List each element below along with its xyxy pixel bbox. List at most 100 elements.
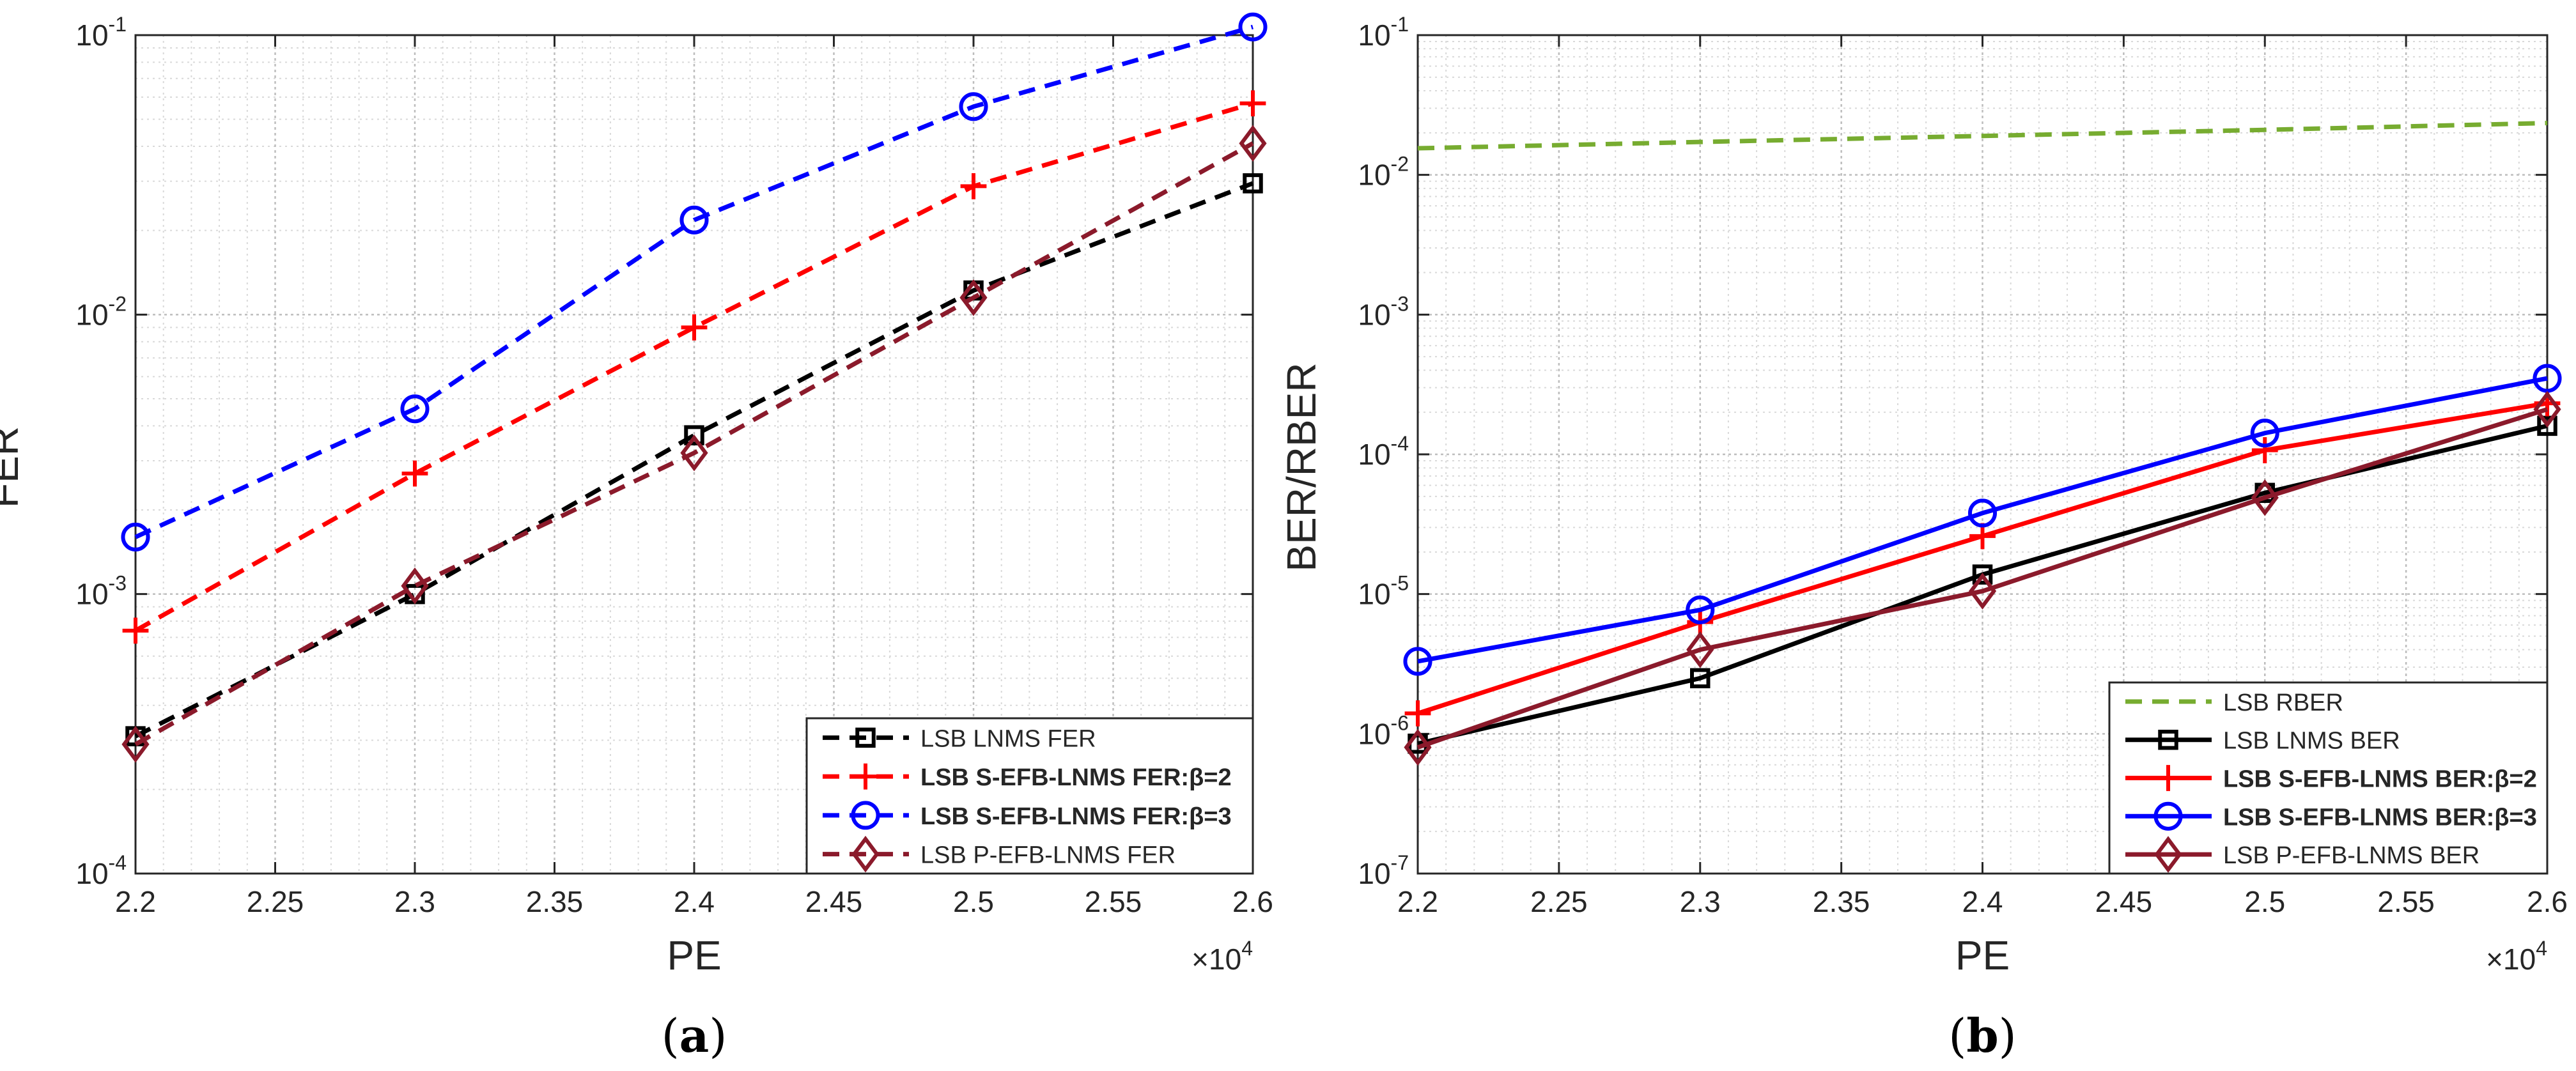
y-axis-label: BER/RBER <box>1278 362 1324 571</box>
y-tick-label: 10-2 <box>75 292 127 331</box>
data-point <box>401 567 429 605</box>
data-point <box>2250 419 2279 448</box>
data-point <box>1404 700 1431 727</box>
data-point <box>684 425 704 445</box>
x-axis-multiplier: ×104 <box>2486 937 2547 976</box>
x-tick-label: 2.6 <box>2527 885 2568 918</box>
y-tick-label: 10-3 <box>1358 292 1409 331</box>
legend-label: LSB S-EFB-LNMS BER:β=3 <box>2223 804 2537 831</box>
x-tick-label: 2.3 <box>1680 885 1721 918</box>
legend-label: LSB S-EFB-LNMS BER:β=2 <box>2223 766 2537 793</box>
series-line <box>134 141 1254 746</box>
series-line <box>1417 121 2548 151</box>
legend-marker <box>2153 801 2183 831</box>
x-tick-label: 2.45 <box>805 885 863 918</box>
legend-label: LSB S-EFB-LNMS FER:β=2 <box>920 764 1232 791</box>
y-tick-label: 10-4 <box>75 851 127 890</box>
series-0 <box>1417 121 2548 151</box>
x-tick-label: 2.45 <box>2095 885 2153 918</box>
x-tick-label: 2.35 <box>526 885 584 918</box>
legend-marker <box>2158 729 2178 750</box>
y-tick-label: 10-1 <box>75 13 127 52</box>
y-tick-label: 10-5 <box>1358 572 1409 611</box>
data-point <box>2533 364 2562 393</box>
x-axis-label: PE <box>667 932 721 978</box>
y-tick-label: 10-4 <box>1358 432 1409 471</box>
legend-label: LSB P-EFB-LNMS FER <box>920 842 1175 869</box>
x-tick-label: 2.2 <box>115 885 156 918</box>
chart-panel-b: 2.2 2.25 2.3 2.35 2.4 2.45 2.5 2.55 2.6 10-7 10-6 1… <box>1278 13 2568 1063</box>
legend-marker <box>851 835 880 873</box>
x-tick-label: 2.4 <box>674 885 715 918</box>
data-point <box>400 394 430 424</box>
data-point <box>1690 668 1711 689</box>
x-axis-label: PE <box>1955 932 2010 978</box>
data-point <box>121 522 150 551</box>
data-point <box>121 725 150 763</box>
legend-marker <box>2154 836 2182 873</box>
legend-label: LSB RBER <box>2223 690 2343 716</box>
legend-marker <box>851 801 880 830</box>
data-point <box>1239 125 1267 162</box>
data-point <box>1686 595 1715 625</box>
legend-label: LSB LNMS FER <box>920 725 1096 752</box>
data-point <box>959 279 988 316</box>
y-tick-label: 10-7 <box>1358 851 1409 890</box>
x-axis-multiplier: ×104 <box>1191 937 1253 976</box>
series-line <box>1416 407 2549 750</box>
x-tick-label: 2.5 <box>953 885 994 918</box>
series-4 <box>1404 390 2561 766</box>
x-tick-label: 2.35 <box>1813 885 1870 918</box>
x-tick-label: 2.6 <box>1232 885 1273 918</box>
data-point <box>2533 390 2561 428</box>
data-point <box>1243 173 1263 194</box>
data-point <box>2537 415 2557 436</box>
data-point <box>960 173 987 199</box>
x-tick-label: 2.25 <box>1530 885 1588 918</box>
legend-box <box>805 717 1254 875</box>
series-3 <box>1403 364 2562 676</box>
x-tick-label: 2.5 <box>2244 885 2285 918</box>
x-tick-label: 2.2 <box>1397 885 1438 918</box>
series-line <box>134 181 1254 739</box>
y-tick-label: 10-2 <box>1358 153 1409 192</box>
y-axis-label: FER <box>0 426 27 508</box>
data-point <box>1972 564 1993 585</box>
panel-caption: (a) <box>662 1008 727 1063</box>
series-2 <box>121 12 1268 551</box>
chart-panel-a: 2.2 2.25 2.3 2.35 2.4 2.45 2.5 2.55 2.6 10-4 10-3 1… <box>0 12 1273 1063</box>
data-point <box>679 205 709 235</box>
x-tick-label: 2.55 <box>2377 885 2435 918</box>
series-3 <box>121 125 1267 763</box>
y-tick-label: 10-3 <box>75 572 127 611</box>
legend-marker <box>2155 765 2182 791</box>
data-point <box>959 92 988 121</box>
series-line <box>134 24 1253 539</box>
legend-label: LSB S-EFB-LNMS FER:β=3 <box>920 803 1232 830</box>
data-point <box>2251 479 2279 516</box>
panel-caption: (b) <box>1948 1008 2017 1063</box>
data-point <box>681 314 708 341</box>
x-tick-label: 2.4 <box>1962 885 2003 918</box>
y-tick-label: 10-6 <box>1358 711 1409 750</box>
data-point <box>1968 573 1997 610</box>
data-point <box>1238 12 1268 42</box>
series-line <box>1417 376 2548 664</box>
x-tick-label: 2.55 <box>1085 885 1142 918</box>
legend-label: LSB P-EFB-LNMS BER <box>2223 842 2479 869</box>
data-point <box>1686 631 1714 668</box>
legend-label: LSB LNMS BER <box>2223 728 2400 755</box>
data-point <box>1239 90 1266 117</box>
legend-marker <box>852 763 879 790</box>
x-tick-label: 2.25 <box>247 885 304 918</box>
legend-marker <box>855 727 876 748</box>
data-point <box>1404 728 1432 766</box>
legend: LSB LNMS FER LSB S-EFB-LNMS FER:β=2 LSB S-… <box>805 717 1254 875</box>
data-point <box>1403 647 1432 676</box>
data-point <box>122 617 149 644</box>
data-point <box>401 460 428 487</box>
x-tick-label: 2.3 <box>394 885 435 918</box>
legend: LSB RBER LSB LNMS BER LSB S-EFB-LNMS BER:β… <box>2108 681 2549 875</box>
series-1 <box>122 90 1266 644</box>
